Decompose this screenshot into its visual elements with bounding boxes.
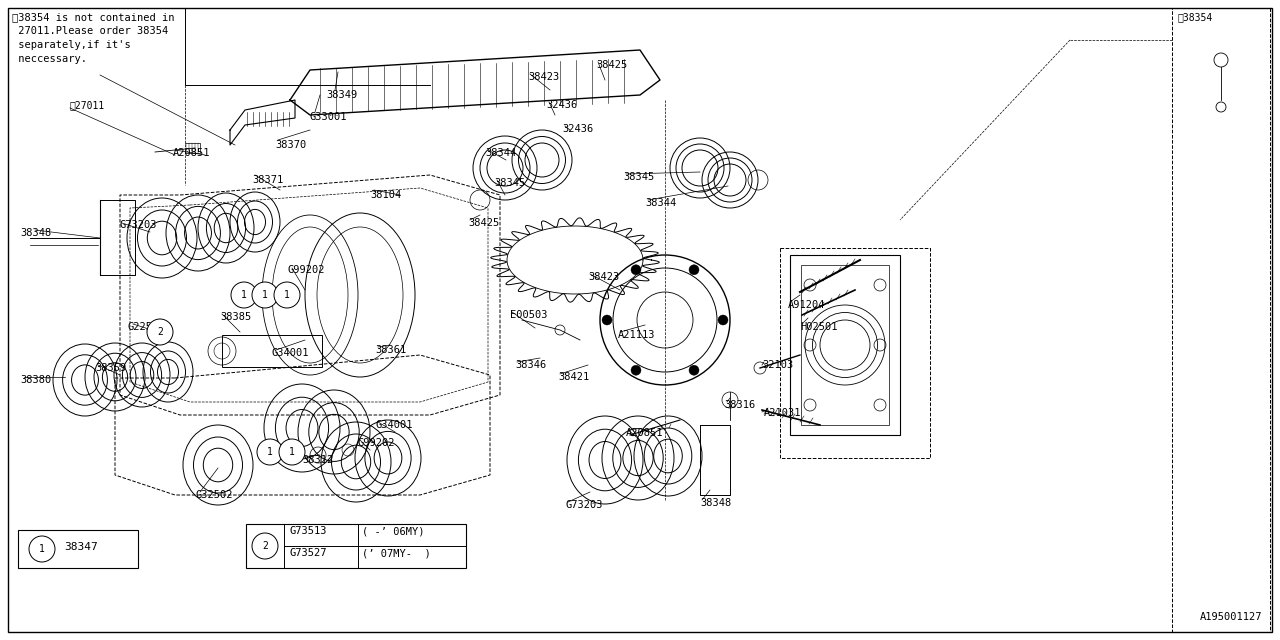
Text: A20851: A20851 — [173, 148, 210, 158]
Text: 38345: 38345 — [494, 178, 525, 188]
Text: 32103: 32103 — [762, 360, 794, 370]
Bar — [18, 530, 138, 568]
Bar — [801, 265, 890, 425]
Circle shape — [252, 533, 278, 559]
Bar — [1172, 8, 1270, 632]
Text: 1: 1 — [268, 447, 273, 457]
Text: A21031: A21031 — [764, 408, 801, 418]
Text: G34001: G34001 — [376, 420, 413, 430]
Text: 1: 1 — [262, 290, 268, 300]
Text: G73527: G73527 — [291, 548, 328, 558]
Text: separately,if it's: separately,if it's — [12, 40, 131, 50]
Circle shape — [602, 315, 612, 325]
Text: 38425: 38425 — [596, 60, 627, 70]
Circle shape — [147, 319, 173, 345]
Text: 38370: 38370 — [275, 140, 306, 150]
Text: G22532: G22532 — [128, 322, 165, 332]
Bar — [246, 524, 466, 568]
Text: 38344: 38344 — [645, 198, 676, 208]
Text: 38423: 38423 — [588, 272, 620, 282]
Text: 38348: 38348 — [20, 228, 51, 238]
Text: E00503: E00503 — [509, 310, 548, 320]
Text: H02501: H02501 — [800, 322, 837, 332]
Text: 38348: 38348 — [700, 498, 731, 508]
Text: 32436: 32436 — [547, 100, 577, 110]
Text: G34001: G34001 — [273, 348, 310, 358]
Text: 1: 1 — [284, 290, 291, 300]
Text: 1: 1 — [241, 290, 247, 300]
Text: 38425: 38425 — [468, 218, 499, 228]
Text: 1: 1 — [40, 544, 45, 554]
Text: 2: 2 — [157, 327, 163, 337]
Text: G73203: G73203 — [566, 500, 603, 510]
Circle shape — [631, 265, 641, 275]
Circle shape — [274, 282, 300, 308]
Text: 1: 1 — [289, 447, 294, 457]
Text: 38346: 38346 — [515, 360, 547, 370]
Text: 2: 2 — [262, 541, 268, 551]
Text: G73203: G73203 — [120, 220, 157, 230]
Text: A20851: A20851 — [626, 428, 663, 438]
Text: A195001127: A195001127 — [1199, 612, 1262, 622]
Text: ※38354: ※38354 — [1178, 12, 1213, 22]
Text: A91204: A91204 — [788, 300, 826, 310]
Text: 38104: 38104 — [370, 190, 401, 200]
Text: 38385: 38385 — [220, 312, 251, 322]
Circle shape — [718, 315, 728, 325]
Circle shape — [689, 265, 699, 275]
Circle shape — [230, 282, 257, 308]
Text: ( -’ 06MY): ( -’ 06MY) — [362, 526, 425, 536]
Text: 38345: 38345 — [623, 172, 654, 182]
Circle shape — [257, 439, 283, 465]
Text: 38359: 38359 — [95, 363, 127, 373]
Text: A21113: A21113 — [618, 330, 655, 340]
Text: (’ 07MY-  ): (’ 07MY- ) — [362, 548, 431, 558]
Text: 38371: 38371 — [252, 175, 283, 185]
Text: 38361: 38361 — [375, 345, 406, 355]
Text: G33001: G33001 — [310, 112, 347, 122]
Text: G99202: G99202 — [358, 438, 396, 448]
Text: 38316: 38316 — [724, 400, 755, 410]
Text: 27011.Please order 38354: 27011.Please order 38354 — [12, 26, 168, 36]
Circle shape — [631, 365, 641, 375]
Text: 38312: 38312 — [302, 455, 333, 465]
Text: 38423: 38423 — [529, 72, 559, 82]
Circle shape — [252, 282, 278, 308]
Text: G73513: G73513 — [291, 526, 328, 536]
Text: 32436: 32436 — [562, 124, 593, 134]
Bar — [221, 335, 323, 367]
Circle shape — [689, 365, 699, 375]
Text: 38421: 38421 — [558, 372, 589, 382]
Text: 38380: 38380 — [20, 375, 51, 385]
Text: G99202: G99202 — [288, 265, 325, 275]
Text: 38344: 38344 — [485, 148, 516, 158]
Bar — [790, 255, 900, 435]
Bar — [780, 248, 931, 458]
Text: ※27011: ※27011 — [70, 100, 105, 110]
Circle shape — [279, 439, 305, 465]
Text: ※38354 is not contained in: ※38354 is not contained in — [12, 12, 174, 22]
Text: 38347: 38347 — [64, 542, 97, 552]
Text: G32502: G32502 — [196, 490, 233, 500]
Text: neccessary.: neccessary. — [12, 54, 87, 64]
Text: 38349: 38349 — [326, 90, 357, 100]
Circle shape — [29, 536, 55, 562]
